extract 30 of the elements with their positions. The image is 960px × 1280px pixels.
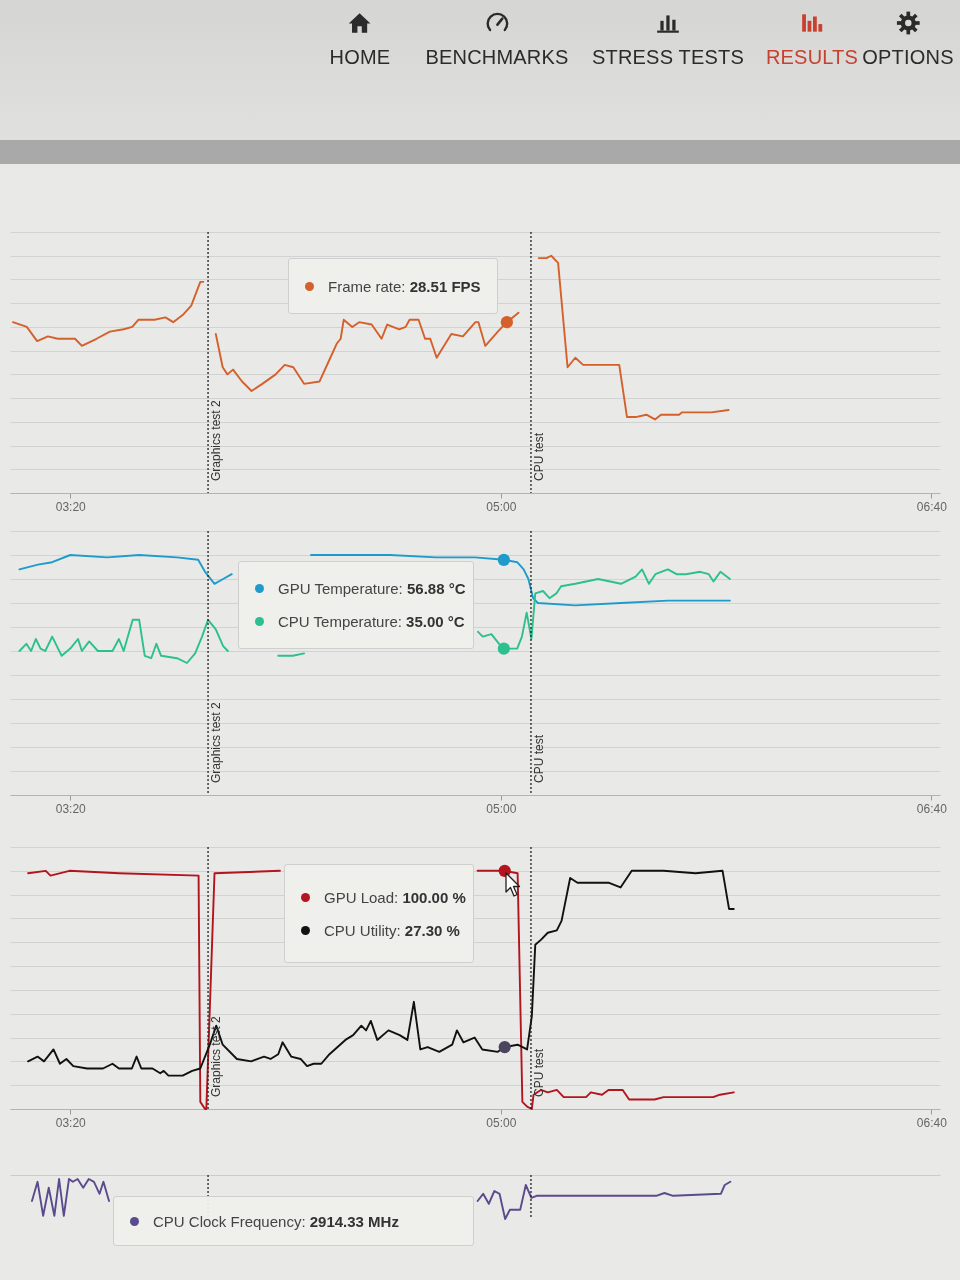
x-tick-label: 05:00 bbox=[486, 1115, 517, 1130]
category-label: STRESS TESTS bbox=[591, 46, 745, 69]
ref-line-label: Graphics test 2 bbox=[209, 1015, 224, 1097]
annotation: GPU Temperature: 56.88 °C bbox=[278, 580, 466, 597]
annotation: CPU Temperature: 35.00 °C bbox=[278, 613, 465, 630]
x-tick-label: 03:20 bbox=[55, 801, 87, 816]
ref-line-label: CPU test bbox=[531, 734, 546, 783]
ref-line-label: CPU test bbox=[531, 1048, 546, 1097]
x-tick-label: 03:20 bbox=[55, 499, 87, 514]
x-tick-label: 05:00 bbox=[486, 499, 517, 514]
x-tick-label: 06:40 bbox=[916, 801, 948, 816]
category-label: BENCHMARKS bbox=[425, 46, 569, 69]
tooltip-box: Frame rate: 28.51 FPS bbox=[288, 258, 498, 314]
annotation: GPU Load: 100.00 % bbox=[324, 888, 466, 906]
annotation: CPU Utility: 27.30 % bbox=[324, 921, 460, 939]
x-tick-label: 06:40 bbox=[916, 1115, 948, 1130]
tooltip-box: CPU Clock Frequency: 2914.33 MHz bbox=[113, 1196, 474, 1246]
tooltip-box: GPU Temperature: 56.88 °C CPU Temperature: 35.00 °C bbox=[238, 561, 474, 649]
ref-line-label: Graphics test 2 bbox=[209, 399, 224, 481]
tooltip-box: GPU Load: 100.00 % CPU Utility: 27.30 % bbox=[284, 864, 474, 963]
x-tick-label: 06:40 bbox=[916, 499, 948, 514]
ref-line-label: Graphics test 2 bbox=[209, 701, 224, 783]
category-label: OPTIONS bbox=[862, 46, 954, 69]
annotation: CPU Clock Frequency: 2914.33 MHz bbox=[153, 1212, 399, 1230]
annotation: Frame rate: 28.51 FPS bbox=[328, 277, 481, 295]
ref-line-label: CPU test bbox=[531, 432, 546, 481]
x-tick-label: 05:00 bbox=[486, 801, 517, 816]
x-tick-label: 03:20 bbox=[55, 1115, 87, 1130]
category-label: HOME bbox=[329, 46, 391, 69]
category-label: RESULTS bbox=[765, 46, 859, 69]
